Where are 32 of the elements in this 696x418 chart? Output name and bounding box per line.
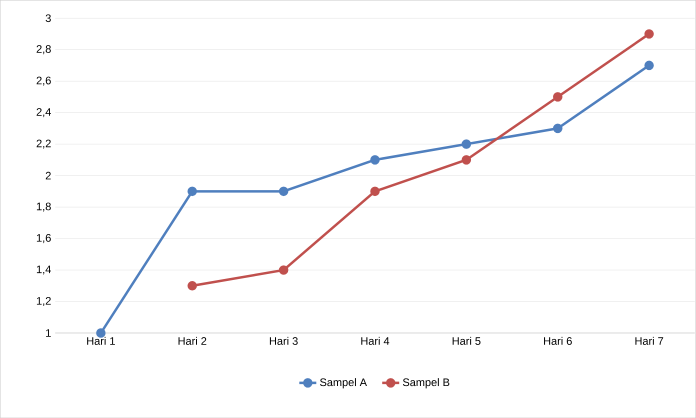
x-tick-label: Hari 4	[361, 336, 390, 345]
legend-label: Sampel A	[320, 378, 367, 388]
point	[278, 186, 288, 196]
y-tick-label: 2,2	[36, 140, 51, 149]
y-tick-label: 2,8	[36, 45, 51, 54]
point	[188, 280, 197, 290]
y-tick-label: 1,4	[36, 266, 51, 274]
point	[644, 60, 654, 70]
x-tick-label: Hari 3	[270, 336, 298, 345]
x-tick-label: Hari 2	[178, 336, 206, 345]
point	[462, 155, 472, 165]
point	[188, 186, 197, 196]
y-tick-label: 1	[46, 329, 51, 337]
y-tick-label: 1,6	[36, 234, 51, 244]
x-tick-label: Hari 6	[544, 336, 572, 345]
x-tick-label: Hari 7	[635, 336, 664, 345]
point	[370, 155, 380, 165]
point	[462, 139, 472, 149]
y-tick-label: 2,6	[36, 76, 51, 86]
x-tick-label: Hari 5	[452, 336, 480, 345]
y-tick-label: 2,4	[36, 108, 51, 118]
y-tick-label: 1,8	[36, 202, 51, 212]
y-tick-label: 2	[46, 172, 51, 180]
y-tick-label: 1,2	[36, 296, 51, 306]
point	[370, 186, 380, 196]
x-tick-label: Hari 1	[87, 336, 115, 345]
point	[553, 124, 562, 134]
legend-label: Sampel B	[402, 378, 450, 388]
point	[278, 265, 288, 275]
y-tick-label: 3	[46, 14, 51, 22]
point	[553, 92, 562, 102]
point	[644, 29, 654, 39]
